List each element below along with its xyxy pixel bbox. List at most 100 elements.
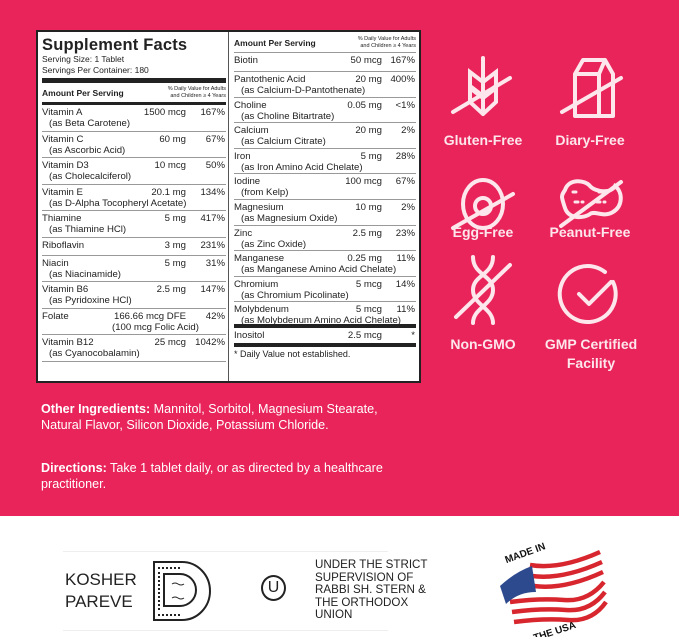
nutrient-amount: 10 mcg bbox=[154, 160, 186, 171]
nutrient-amount: 2.5 mg bbox=[156, 284, 186, 295]
nutrient-daily-value: 231% bbox=[200, 239, 225, 251]
nutrient-name: Vitamin A bbox=[42, 107, 83, 118]
nutrient-daily-value: 50% bbox=[205, 160, 225, 171]
nutrient-amount: 20.1 mg bbox=[151, 186, 186, 198]
nutrient-name: Biotin bbox=[234, 55, 258, 66]
nutrient-amount: 20 mg bbox=[355, 125, 382, 137]
nutrient-daily-value: 28% bbox=[395, 150, 415, 162]
nutrient-source: (as Beta Carotene) bbox=[49, 118, 131, 129]
nutrient-source: (as Calcium Citrate) bbox=[241, 136, 326, 148]
supervision-line: UNION bbox=[315, 608, 353, 622]
ou-kosher-logo: U bbox=[261, 575, 286, 601]
nutrient-amount: 20 mg bbox=[355, 74, 382, 85]
nutrient-source: (100 mcg Folic Acid) bbox=[112, 321, 199, 333]
nutrient-daily-value: 67% bbox=[395, 176, 415, 188]
badge-label: Egg-Free bbox=[452, 224, 514, 240]
nutrient-daily-value: 14% bbox=[395, 278, 415, 290]
nutrient-daily-value: 1042% bbox=[195, 337, 225, 348]
badge-label: Non-GMO bbox=[450, 336, 516, 352]
nutrient-name: Choline bbox=[234, 99, 267, 111]
nutrient-name: Manganese bbox=[234, 253, 285, 265]
nutrient-amount: 60 mg bbox=[159, 133, 186, 145]
nutrient-name: Vitamin B6 bbox=[42, 284, 89, 295]
nutrient-source: (as Magnesium Oxide) bbox=[241, 212, 338, 224]
nutrient-source: (as Niacinamide) bbox=[49, 268, 121, 280]
dv-header: % Daily Value for Adults and Children ≥ 4… bbox=[358, 36, 416, 50]
nutrient-source: (as Calcium-D-Pantothenate) bbox=[241, 85, 366, 96]
kosher-line: PAREVE bbox=[65, 592, 133, 611]
nutrient-daily-value: <1% bbox=[395, 99, 415, 111]
nutrient-name: Vitamin D3 bbox=[42, 160, 89, 171]
nutrient-daily-value: 23% bbox=[395, 227, 415, 239]
nutrient-row: Vitamin D3 10 mcg 50% (as Cholecalciferol) bbox=[42, 158, 226, 185]
nutrient-row: Vitamin B12 25 mcg 1042% (as Cyanocobalamin… bbox=[42, 335, 226, 362]
nutrient-amount: 0.05 mg bbox=[347, 99, 382, 111]
badge-label: GMP Certified Facility bbox=[544, 336, 638, 371]
nutrient-source: (as Molybdenum Amino Acid Chelate) bbox=[241, 315, 401, 327]
other-ingredients: Other Ingredients: Mannitol, Sorbitol, M… bbox=[41, 402, 386, 433]
nutrient-daily-value: 167% bbox=[200, 107, 225, 118]
ingredients-label: Other Ingredients: bbox=[41, 402, 151, 416]
nutrient-source: (as Zinc Oxide) bbox=[241, 238, 307, 250]
nutrient-name: Zinc bbox=[234, 227, 253, 239]
nutrient-name: Molybdenum bbox=[234, 304, 289, 316]
check-circle-icon bbox=[555, 260, 625, 330]
nutrient-amount: 5 mcg bbox=[355, 278, 382, 290]
nutrient-amount: 5 mg bbox=[164, 213, 186, 224]
servings-per-container: Servings Per Container: 180 bbox=[42, 64, 149, 75]
nutrient-row: Chromium 5 mcg 14% (as Chromium Picolinate) bbox=[234, 277, 416, 303]
nutrient-row: Biotin 50 mcg 167% bbox=[234, 53, 416, 72]
nutrient-daily-value: 400% bbox=[390, 74, 415, 85]
usa-flag-icon bbox=[500, 548, 608, 630]
nutrient-row: Thiamine 5 mg 417% (as Thiamine HCl) bbox=[42, 211, 226, 238]
facts-header: Amount Per Serving % Daily Value for Adu… bbox=[42, 83, 226, 105]
egg-crossed-icon bbox=[448, 166, 518, 236]
nutrient-name: Pantothenic Acid bbox=[234, 74, 306, 85]
nutrient-amount: 2.5 mcg bbox=[347, 329, 382, 341]
nutrient-name: Thiamine bbox=[42, 213, 82, 224]
directions-text: Take 1 tablet daily, or as directed by a… bbox=[41, 461, 383, 491]
made-in-usa-badge: MADE IN THE USA bbox=[490, 538, 610, 642]
the-usa-text: THE USA bbox=[532, 620, 577, 637]
badge-label: Peanut-Free bbox=[549, 224, 631, 240]
directions: Directions: Take 1 tablet daily, or as d… bbox=[41, 461, 386, 492]
badge-label: Diary-Free bbox=[555, 132, 625, 148]
nutrient-row: Inositol 2.5 mcg * bbox=[234, 328, 416, 347]
dv-header-line: % Daily Value for Adults bbox=[357, 36, 416, 42]
nutrient-source: (as D-Alpha Tocopheryl Acetate) bbox=[49, 197, 187, 209]
nutrient-daily-value: 67% bbox=[205, 133, 225, 145]
dv-header-line: % Daily Value for Adults bbox=[167, 85, 226, 92]
nutrient-name: Iron bbox=[234, 150, 251, 162]
nutrient-daily-value: 2% bbox=[401, 125, 415, 137]
nutrient-name: Niacin bbox=[42, 257, 69, 269]
nutrient-daily-value: 167% bbox=[390, 55, 415, 66]
nutrient-name: Inositol bbox=[234, 329, 265, 341]
nutrient-daily-value: 134% bbox=[200, 186, 225, 198]
nutrient-source: (as Chromium Picolinate) bbox=[241, 289, 349, 301]
peanut-crossed-icon bbox=[555, 162, 625, 232]
nutrient-row: Vitamin E 20.1 mg 134% (as D-Alpha Tocopher… bbox=[42, 185, 226, 211]
directions-label: Directions: bbox=[41, 461, 107, 475]
nutrient-daily-value: 31% bbox=[205, 257, 225, 269]
footnote: * Daily Value not established. bbox=[234, 348, 351, 359]
nutrient-name: Calcium bbox=[234, 125, 269, 137]
amount-header: Amount Per Serving bbox=[234, 38, 316, 48]
nutrient-list: Vitamin A 1500 mcg 167% (as Beta Carotene) V… bbox=[42, 105, 226, 362]
nutrient-amount: 5 mg bbox=[164, 257, 186, 269]
nutrient-name: Vitamin C bbox=[42, 133, 84, 145]
nutrient-row: Riboflavin 3 mg 231% bbox=[42, 238, 226, 256]
nutrient-name: Vitamin E bbox=[42, 186, 83, 198]
nutrient-row: Iron 5 mg 28% (as Iron Amino Acid Chelate) bbox=[234, 149, 416, 175]
supervision-line: THE ORTHODOX bbox=[315, 595, 409, 609]
nutrient-amount: 10 mg bbox=[355, 201, 382, 213]
nutrient-amount: 5 mcg bbox=[355, 304, 382, 316]
nutrient-row: Magnesium 10 mg 2% (as Magnesium Oxide) bbox=[234, 200, 416, 226]
nutrient-name: Magnesium bbox=[234, 201, 284, 213]
nutrient-amount: 5 mg bbox=[360, 150, 382, 162]
kosher-strip bbox=[63, 551, 388, 631]
nutrient-row: Choline 0.05 mg <1% (as Choline Bitartrate) bbox=[234, 98, 416, 124]
nutrient-row: Folate 166.66 mcg DFE 42% (100 mcg Folic Ac… bbox=[42, 309, 226, 335]
facts-title: Supplement Facts bbox=[42, 36, 188, 54]
nutrient-source: (as Pyridoxine HCl) bbox=[49, 295, 132, 306]
nutrient-amount: 3 mg bbox=[164, 239, 186, 251]
